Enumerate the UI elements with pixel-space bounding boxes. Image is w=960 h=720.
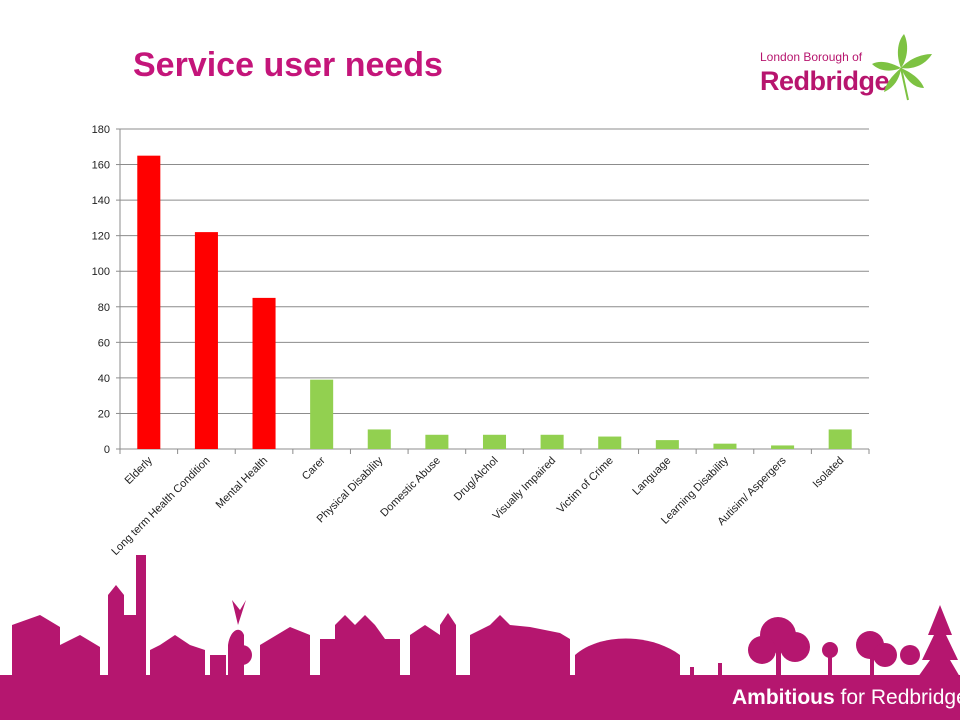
bar-1 (194, 232, 218, 449)
x-tick-label: Mental Health (214, 455, 270, 511)
y-tick-label: 120 (92, 231, 110, 243)
x-tick-label: Visually Impaired (491, 455, 559, 523)
x-tick-label: Carer (300, 454, 328, 482)
y-tick-label: 20 (98, 408, 110, 420)
skyline-decoration (0, 555, 960, 720)
bar-2 (252, 297, 276, 449)
x-tick-label: Long term Health Condition (109, 455, 212, 558)
footer-slogan: Ambitious for Redbridge (732, 686, 960, 710)
x-tick-label: Drug/Alchol (452, 455, 501, 504)
y-tick-label: 40 (98, 373, 110, 385)
x-tick-label: Isolated (811, 455, 847, 491)
logo-borough-text: London Borough of (760, 50, 863, 64)
x-tick-label: Victim of Crime (555, 455, 616, 516)
bar-9 (655, 440, 679, 449)
leaf-icon (872, 34, 932, 101)
y-tick-label: 140 (92, 195, 110, 207)
y-tick-label: 80 (98, 302, 110, 314)
y-tick-label: 0 (104, 444, 110, 456)
bar-3 (310, 379, 334, 449)
chart-grid (120, 128, 869, 450)
bar-8 (598, 436, 622, 449)
y-tick-label: 160 (92, 160, 110, 172)
bar-7 (540, 434, 564, 449)
y-tick-label: 100 (92, 266, 110, 278)
bar-10 (713, 443, 737, 449)
bar-0 (137, 155, 161, 449)
logo-redbridge-text: Redbridge (760, 66, 890, 96)
footer-slogan-strong: Ambitious (732, 686, 835, 709)
y-axis: 0 20 40 60 80 100 120 140 160 180 (92, 124, 121, 456)
y-tick-label: 60 (98, 337, 110, 349)
bar-4 (367, 429, 391, 449)
x-tick-label: Domestic Abuse (378, 455, 443, 520)
y-tick-label: 180 (92, 124, 110, 136)
bar-6 (482, 434, 507, 449)
footer-slogan-rest: for Redbridge (834, 686, 960, 709)
bar-11 (771, 445, 795, 449)
redbridge-logo: London Borough of Redbridge (760, 32, 935, 102)
bar-12 (828, 429, 852, 449)
x-tick-label: Elderly (123, 454, 156, 487)
slide-title: Service user needs (133, 46, 443, 84)
chart-bars (137, 155, 852, 449)
bar-5 (425, 434, 449, 449)
x-tick-label: Language (630, 455, 673, 498)
